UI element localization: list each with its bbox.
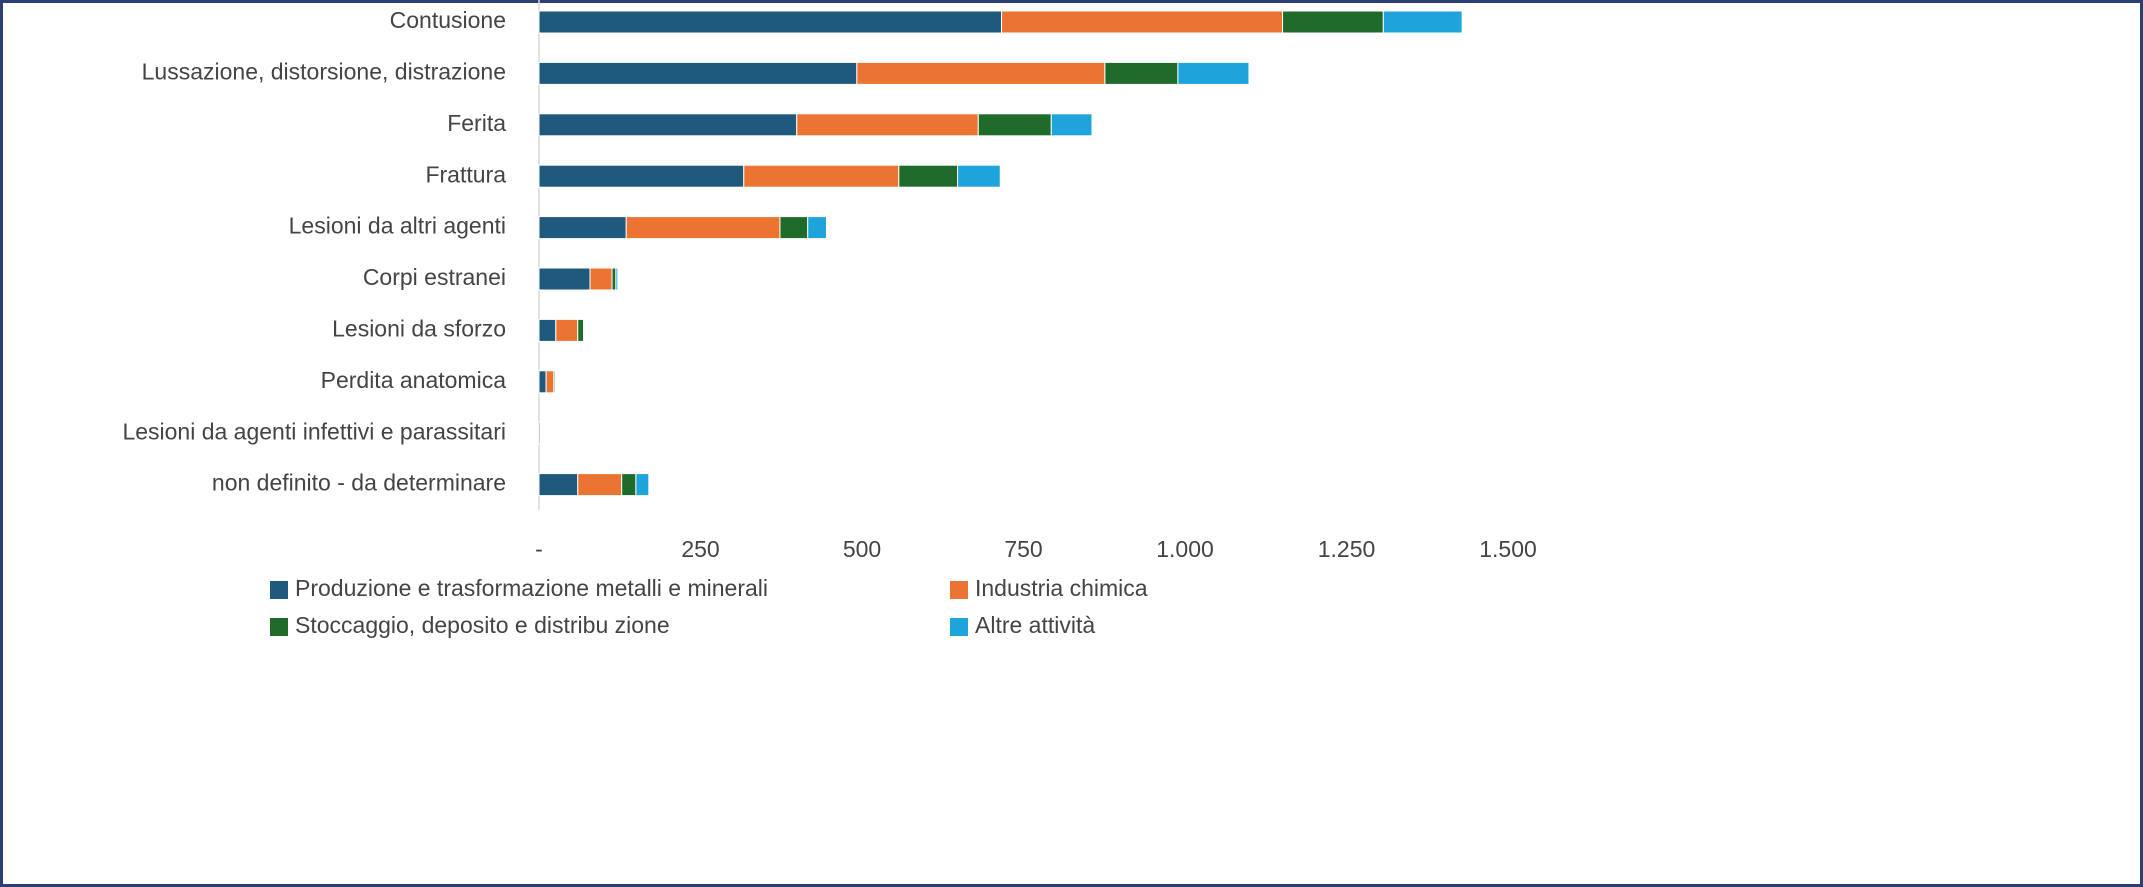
bar-segment (1050, 113, 1093, 137)
bar-segment (779, 216, 809, 240)
x-tick-label: 1.250 (1318, 536, 1376, 562)
x-tick-label: 250 (681, 536, 719, 562)
y-tick-label: Lussazione, distorsione, distrazione (142, 58, 506, 84)
bar-segment (1001, 10, 1284, 34)
bar-segment (898, 164, 959, 188)
bar-segment (538, 164, 745, 188)
bar-segment (615, 267, 619, 291)
bar-segment (538, 61, 858, 85)
bar-segment (743, 164, 900, 188)
bar-segment (1382, 10, 1463, 34)
bar-segment (545, 370, 555, 394)
legend-swatch (950, 581, 968, 599)
bar-segment (538, 318, 557, 342)
y-tick-label: Frattura (425, 161, 506, 187)
bar-segment (621, 473, 637, 497)
bar-segment (977, 113, 1052, 137)
bar-segment (957, 164, 1001, 188)
y-tick-label: Ferita (447, 110, 506, 136)
legend-label: Altre attività (975, 612, 1095, 638)
bar-segment (538, 473, 579, 497)
bar-segment (555, 318, 579, 342)
bar-segment (807, 216, 827, 240)
y-tick-label: Lesioni da altri agenti (289, 213, 506, 239)
x-tick-label: - (535, 536, 543, 562)
legend-swatch (270, 581, 288, 599)
bar-segment (538, 370, 547, 394)
bar-segment (538, 216, 627, 240)
bar-segment (796, 113, 979, 137)
y-tick-label: non definito - da determinare (212, 470, 506, 496)
bar-segment (1177, 61, 1250, 85)
y-tick-label: Perdita anatomica (321, 367, 507, 393)
y-tick-label: Lesioni da agenti infettivi e parassitar… (122, 418, 506, 444)
y-tick-label: Lesioni da sforzo (332, 315, 506, 341)
bar-segment (589, 267, 613, 291)
legend-label: Produzione e trasformazione metalli e mi… (295, 575, 768, 601)
x-tick-label: 750 (1004, 536, 1042, 562)
bar-segment (538, 421, 541, 445)
bar-segment (635, 473, 650, 497)
legend-swatch (950, 618, 968, 636)
y-tick-label: Contusione (390, 7, 506, 33)
bar-segment (577, 318, 585, 342)
bar-segment (538, 113, 798, 137)
legend-label: Industria chimica (975, 575, 1148, 601)
bar-segment (611, 267, 617, 291)
bar-segment (856, 61, 1106, 85)
x-tick-label: 1.000 (1156, 536, 1214, 562)
bar-segment (625, 216, 781, 240)
x-tick-label: 500 (843, 536, 881, 562)
x-tick-label: 1.500 (1479, 536, 1537, 562)
legend-label: Stoccaggio, deposito e distribu zione (295, 612, 670, 638)
bar-segment (577, 473, 623, 497)
bar-segment (538, 10, 1003, 34)
legend-swatch (270, 618, 288, 636)
bar-segment (1104, 61, 1179, 85)
y-tick-label: Corpi estranei (363, 264, 506, 290)
bar-segment (1282, 10, 1384, 34)
bar-segment (538, 267, 591, 291)
bar-segment (553, 370, 556, 394)
